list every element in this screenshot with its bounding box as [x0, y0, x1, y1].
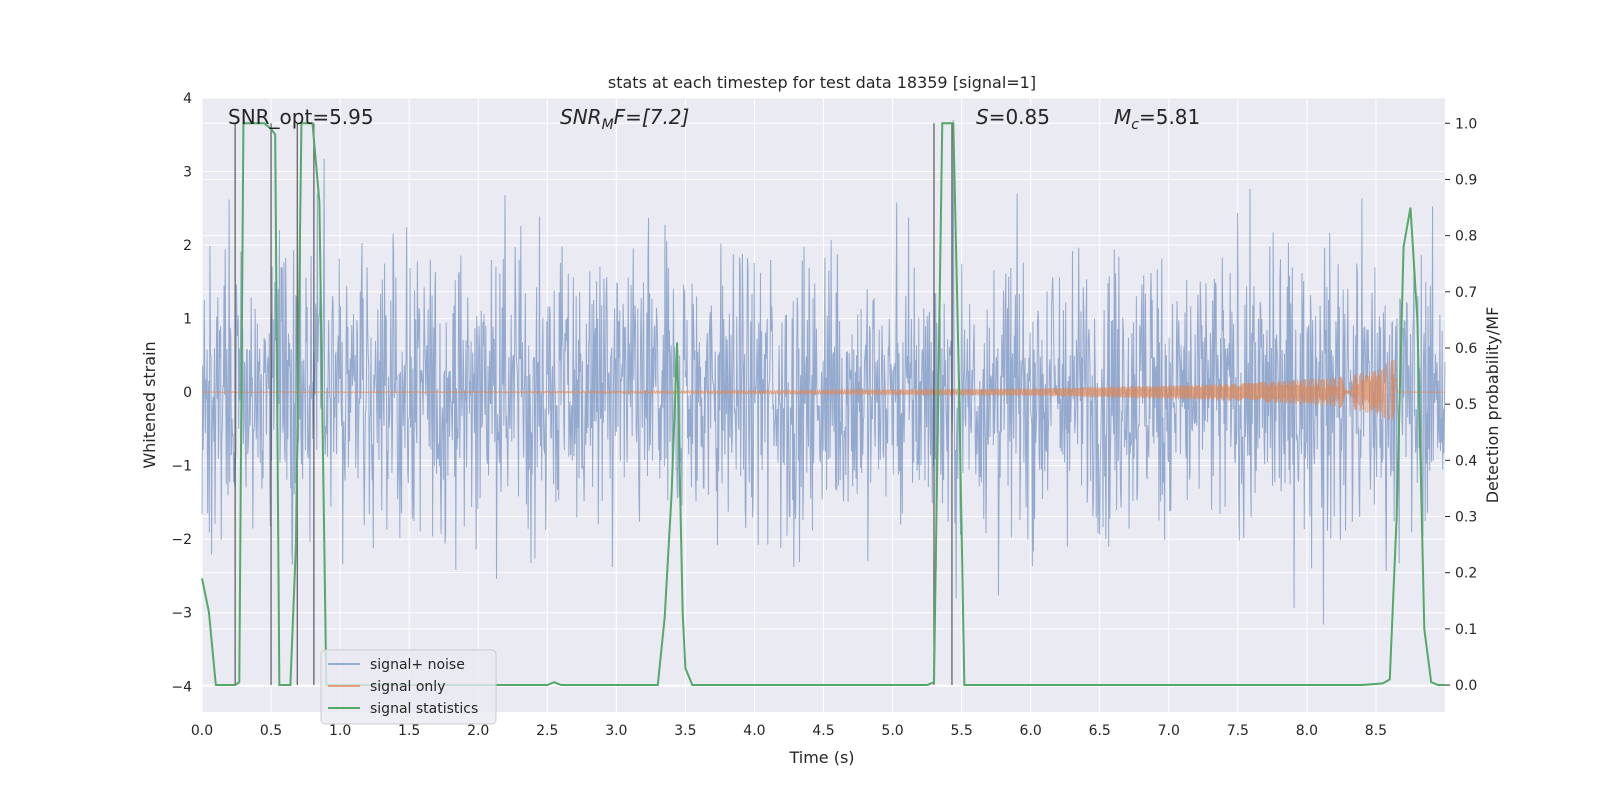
snr-mf-annotation: SNRMF=[7.2] — [560, 105, 689, 133]
x-tick-label: 1.5 — [398, 723, 420, 739]
y-right-tick-label: 0.8 — [1455, 229, 1477, 245]
mc-annotation: Mc=5.81 — [1114, 105, 1200, 133]
x-tick-label: 5.0 — [881, 723, 903, 739]
x-tick-label: 5.5 — [950, 723, 972, 739]
x-tick-label: 4.0 — [743, 723, 765, 739]
y-right-axis-ticks: 1.0 0.9 0.8 0.7 0.6 0.5 0.4 0.3 0.2 0.1 0.0 — [1445, 116, 1477, 694]
signal-statistics-series — [201, 122, 1445, 687]
legend: signal+ noise signal only signal statist… — [320, 649, 497, 725]
x-tick-label: 6.0 — [1020, 723, 1042, 739]
y-tick-label: −1 — [171, 459, 192, 475]
x-tick-label: 7.0 — [1158, 723, 1180, 739]
y-tick-label: 0 — [183, 385, 192, 401]
x-tick-label: 6.5 — [1089, 723, 1111, 739]
y-right-axis-label: Detection probability/MF — [1483, 307, 1502, 504]
signal-noise-series — [201, 120, 1446, 625]
y-tick-label: 3 — [183, 165, 192, 181]
y-tick-label: 1 — [183, 312, 192, 328]
legend-box — [320, 649, 497, 725]
x-tick-label: 8.0 — [1296, 723, 1318, 739]
vertical-markers — [234, 123, 953, 686]
x-tick-label: 3.5 — [674, 723, 696, 739]
y-axis-ticks: 4 3 2 1 0 −1 −2 −3 −4 — [171, 91, 192, 695]
snr-opt-annotation: SNR_opt=5.95 — [228, 105, 374, 129]
y-tick-label: −4 — [171, 679, 192, 695]
signal-noise-line — [201, 120, 1446, 625]
x-tick-label: 8.5 — [1365, 723, 1387, 739]
x-tick-label: 4.5 — [812, 723, 834, 739]
y-right-tick-label: 1.0 — [1455, 116, 1477, 132]
x-axis-label: Time (s) — [788, 748, 854, 767]
y-tick-label: 4 — [183, 91, 192, 107]
legend-label-signal-noise: signal+ noise — [370, 657, 465, 673]
y-right-tick-label: 0.0 — [1455, 678, 1477, 694]
y-right-tick-label: 0.6 — [1455, 341, 1477, 357]
s-annotation: S=0.85 — [976, 105, 1050, 129]
y-right-tick-label: 0.5 — [1455, 397, 1477, 413]
x-tick-label: 0.5 — [260, 723, 282, 739]
y-tick-label: 2 — [183, 238, 192, 254]
x-tick-label: 7.5 — [1227, 723, 1249, 739]
y-right-tick-label: 0.1 — [1455, 622, 1477, 638]
signal-only-series — [201, 359, 1445, 421]
y-right-tick-label: 0.9 — [1455, 172, 1477, 188]
legend-label-signal-only: signal only — [370, 679, 445, 695]
x-tick-label: 3.0 — [605, 723, 627, 739]
signal-only-line — [201, 359, 1445, 421]
chart-title: stats at each timestep for test data 183… — [608, 73, 1036, 92]
y-tick-label: −2 — [171, 532, 192, 548]
y-right-tick-label: 0.3 — [1455, 510, 1477, 526]
x-tick-label: 2.5 — [536, 723, 558, 739]
x-tick-label: 0.0 — [191, 723, 213, 739]
y-axis-label: Whitened strain — [140, 341, 159, 468]
x-tick-label: 2.0 — [467, 723, 489, 739]
x-tick-label: 1.0 — [329, 723, 351, 739]
x-axis-ticks: 0.0 0.5 1.0 1.5 2.0 2.5 3.0 3.5 4.0 4.5 5.0 5.5 6.0 6… — [191, 723, 1387, 739]
y-right-tick-label: 0.2 — [1455, 566, 1477, 582]
y-tick-label: −3 — [171, 606, 192, 622]
y-right-tick-label: 0.7 — [1455, 285, 1477, 301]
signal-statistics-line — [201, 122, 1445, 687]
y-right-tick-label: 0.4 — [1455, 453, 1477, 469]
legend-label-signal-statistics: signal statistics — [370, 701, 478, 717]
